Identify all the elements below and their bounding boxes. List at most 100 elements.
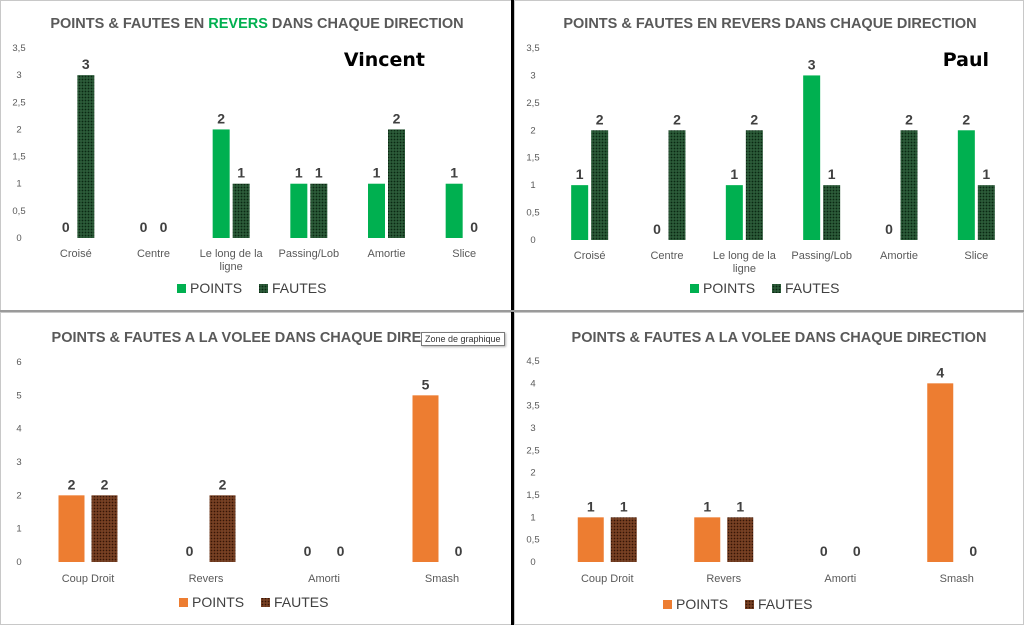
bar-points[interactable] <box>694 517 721 562</box>
data-label: 1 <box>587 498 595 514</box>
data-label: 3 <box>82 56 90 72</box>
chart-panel-revers-vincent[interactable]: POINTS & FAUTES EN REVERS DANS CHAQUE DI… <box>0 0 513 311</box>
legend-label-fautes: FAUTES <box>785 280 839 296</box>
data-label: 0 <box>186 543 194 559</box>
category-label: Amortie <box>880 250 918 262</box>
y-tick-label: 1 <box>16 524 21 535</box>
y-tick-label: 0 <box>16 557 21 568</box>
y-tick-label: 1,5 <box>526 153 539 164</box>
data-label: 0 <box>820 543 828 559</box>
data-label: 2 <box>750 111 758 127</box>
chart-title: POINTS & FAUTES A LA VOLEE DANS CHAQUE D… <box>572 330 987 346</box>
chart-panel-volee-left[interactable]: POINTS & FAUTES A LA VOLEE DANS CHAQUE D… <box>0 312 513 625</box>
bar-fautes[interactable] <box>591 130 609 240</box>
bar-points[interactable] <box>927 383 954 562</box>
data-label: 0 <box>304 543 312 559</box>
category-label: Slice <box>964 250 988 262</box>
data-label: 2 <box>219 476 227 492</box>
category-label: Passing/Lob <box>791 250 852 262</box>
legend-label-points: POINTS <box>192 594 244 610</box>
y-tick-label: 1,5 <box>12 152 25 163</box>
data-label: 2 <box>217 110 225 126</box>
data-label: 1 <box>828 166 836 182</box>
y-tick-label: 2,5 <box>526 98 539 109</box>
data-label: 1 <box>237 165 245 181</box>
y-tick-label: 3,5 <box>12 43 25 54</box>
player-name: Paul <box>943 49 989 71</box>
y-tick-label: 3 <box>16 457 21 468</box>
bar-points[interactable] <box>803 75 821 240</box>
y-tick-label: 1,5 <box>526 490 539 501</box>
legend-swatch-fautes <box>772 284 781 293</box>
data-label: 2 <box>101 476 109 492</box>
bar-points[interactable] <box>577 517 604 562</box>
data-label: 0 <box>470 219 478 235</box>
data-label: 1 <box>576 166 584 182</box>
y-tick-label: 4,5 <box>526 356 539 367</box>
bar-fautes[interactable] <box>900 130 918 240</box>
chart-title: POINTS & FAUTES EN REVERS DANS CHAQUE DI… <box>50 16 463 32</box>
category-label: Revers <box>706 573 741 585</box>
data-label: 0 <box>969 543 977 559</box>
bar-fautes[interactable] <box>610 517 637 562</box>
bar-points[interactable] <box>445 183 463 238</box>
category-label: Coup Droit <box>581 573 634 585</box>
data-label: 2 <box>393 110 401 126</box>
bar-points[interactable] <box>58 495 85 562</box>
data-label: 2 <box>596 111 604 127</box>
category-label: Amorti <box>308 573 340 585</box>
data-label: 0 <box>160 219 168 235</box>
category-label: Centre <box>650 250 683 262</box>
bar-fautes[interactable] <box>310 183 328 238</box>
y-tick-label: 0 <box>16 233 21 244</box>
bar-fautes[interactable] <box>91 495 118 562</box>
chart-area-tooltip: Zone de graphique <box>421 332 505 346</box>
legend-label-points: POINTS <box>703 280 755 296</box>
data-label: 0 <box>653 221 661 237</box>
bar-points[interactable] <box>957 130 975 240</box>
y-tick-label: 3,5 <box>526 43 539 54</box>
y-tick-label: 0,5 <box>12 206 25 217</box>
data-label: 1 <box>450 165 458 181</box>
bar-points[interactable] <box>368 183 385 238</box>
y-tick-label: 3 <box>16 70 21 81</box>
bar-points[interactable] <box>290 183 308 238</box>
y-tick-label: 3 <box>530 423 535 434</box>
y-tick-label: 2 <box>16 124 21 135</box>
legend-label-fautes: FAUTES <box>274 594 328 610</box>
chart-revers-vincent: POINTS & FAUTES EN REVERS DANS CHAQUE DI… <box>12 16 478 296</box>
bar-fautes[interactable] <box>77 75 95 239</box>
legend-label-points: POINTS <box>676 596 728 612</box>
category-label: ligne <box>220 261 243 273</box>
legend-swatch-points <box>690 284 699 293</box>
bar-fautes[interactable] <box>388 129 405 238</box>
data-label: 4 <box>936 364 944 380</box>
chart-panel-volee-right[interactable]: POINTS & FAUTES A LA VOLEE DANS CHAQUE D… <box>514 312 1024 625</box>
bar-points[interactable] <box>571 185 589 240</box>
bar-points[interactable] <box>412 395 439 562</box>
legend-label-points: POINTS <box>190 280 242 296</box>
bar-points[interactable] <box>212 129 230 238</box>
y-tick-label: 2,5 <box>12 97 25 108</box>
chart-title: POINTS & FAUTES A LA VOLEE DANS CHAQUE D… <box>52 330 467 346</box>
y-tick-label: 0,5 <box>526 535 539 546</box>
bar-fautes[interactable] <box>232 183 250 238</box>
bar-fautes[interactable] <box>727 517 754 562</box>
bar-fautes[interactable] <box>977 185 995 240</box>
category-label: Croisé <box>574 250 606 262</box>
y-tick-label: 1 <box>530 180 535 191</box>
chart-panel-revers-paul[interactable]: POINTS & FAUTES EN REVERS DANS CHAQUE DI… <box>514 0 1024 311</box>
category-label: ligne <box>733 263 756 275</box>
bar-fautes[interactable] <box>823 185 841 240</box>
legend-swatch-fautes <box>261 598 270 607</box>
category-label: Amortie <box>368 248 406 260</box>
bar-fautes[interactable] <box>745 130 763 240</box>
legend-swatch-points <box>179 598 188 607</box>
bar-points[interactable] <box>725 185 743 240</box>
category-label: Slice <box>452 248 476 260</box>
data-label: 2 <box>905 111 913 127</box>
category-label: Smash <box>425 573 459 585</box>
y-tick-label: 1 <box>530 512 535 523</box>
bar-fautes[interactable] <box>209 495 236 562</box>
bar-fautes[interactable] <box>668 130 686 240</box>
